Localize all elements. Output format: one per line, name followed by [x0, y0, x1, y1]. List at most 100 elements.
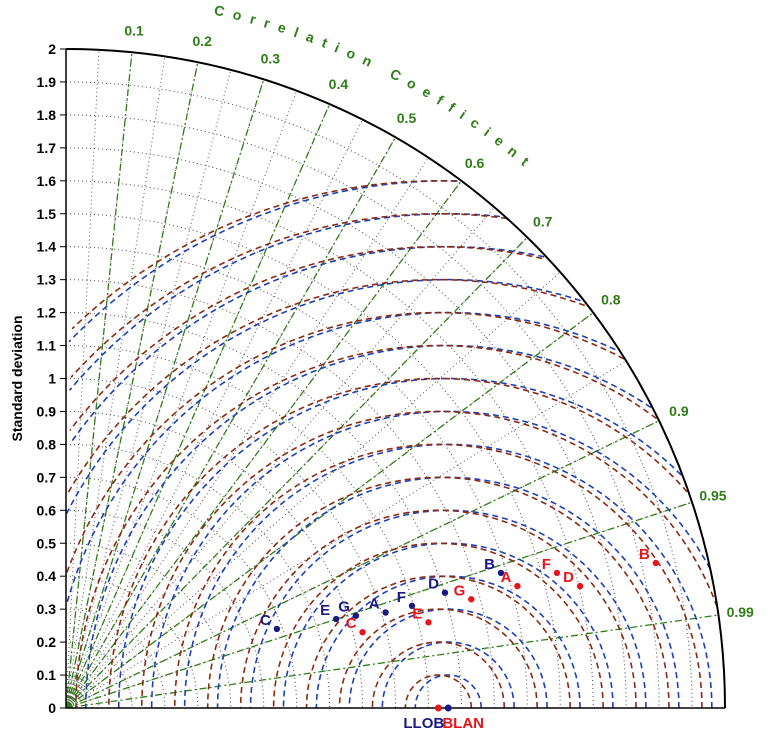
correlation-tick-label: 0.4: [329, 76, 349, 92]
correlation-tick-label: 0.95: [699, 487, 726, 503]
data-point-label: C: [346, 615, 357, 632]
correlation-line: [65, 501, 693, 709]
rms-contour-blan: [371, 641, 505, 708]
std-tick-label: 1.4: [37, 239, 57, 255]
rms-contour-llob: [68, 179, 458, 343]
reference-label-blan: BLAN: [442, 715, 484, 732]
std-grid-arc: [65, 114, 660, 709]
correlation-tick-labels: 0.1 0.2 0.3 0.4 0.5 0.6 0.7 0.8 0.9 0.95 0.99: [124, 22, 754, 620]
correlation-tick-label: 0.2: [192, 33, 212, 49]
data-point: [382, 609, 389, 616]
rms-contour-blan: [66, 278, 586, 495]
std-tick-label: 0.4: [37, 568, 57, 584]
std-tick-label: 0.7: [37, 469, 57, 485]
std-tick-label: 1.6: [37, 173, 57, 189]
data-point: [468, 596, 475, 603]
rms-contour-llob: [85, 344, 652, 708]
data-point-label: E: [412, 605, 422, 622]
data-point: [514, 582, 521, 590]
rms-contour-blan: [66, 311, 625, 574]
std-grid-arc: [65, 509, 265, 709]
correlation-line: [65, 136, 397, 709]
correlation-line: [65, 236, 528, 709]
outer-arc: [65, 48, 726, 709]
std-grid-arc: [65, 410, 364, 709]
std-tick-label: 0: [48, 700, 56, 716]
grid-layer: [65, 49, 693, 709]
std-grid-arc: [65, 377, 397, 709]
data-point-label: D: [428, 576, 439, 593]
rms-contour-blan: [305, 575, 571, 709]
data-point: [332, 615, 340, 623]
std-tick-label: 0.1: [37, 667, 57, 683]
data-point-label: E: [320, 602, 330, 619]
rms-contour-blan: [70, 213, 508, 378]
std-grid-arc: [65, 246, 528, 709]
data-point-label: F: [397, 589, 406, 606]
rms-contour-blan: [338, 608, 538, 708]
rms-contours: [65, 179, 718, 709]
std-grid-arc: [65, 542, 232, 709]
reference-label-llob: LLOB: [403, 715, 444, 732]
correlation-tick-label: 0.8: [601, 291, 621, 307]
rms-contour-blan: [108, 377, 688, 709]
std-grid-arc: [65, 443, 331, 709]
axes: [65, 48, 726, 709]
correlation-line: [65, 312, 594, 709]
data-point: [497, 569, 505, 577]
data-point: [425, 619, 432, 626]
std-tick-label: 0.6: [37, 502, 57, 518]
data-point-label: B: [639, 546, 650, 563]
corr-grid-ray: [65, 119, 363, 709]
std-tick-label: 1.2: [37, 305, 57, 321]
std-grid-arc: [65, 575, 199, 709]
data-point: [408, 602, 416, 610]
correlation-tick-label: 0.99: [727, 604, 754, 620]
correlation-line: [65, 52, 133, 709]
std-tick-label: 0.8: [37, 436, 57, 452]
std-tick-label: 0.3: [37, 601, 57, 617]
rms-contour-blan: [404, 674, 473, 708]
std-tick-label: 0.5: [37, 535, 57, 551]
std-tick-label: 2: [48, 41, 56, 57]
std-tick-label: 0.9: [37, 403, 57, 419]
data-point: [576, 582, 584, 590]
std-tick-label: 0.2: [37, 634, 57, 650]
correlation-line: [65, 103, 331, 709]
std-tick-label: 1.3: [37, 272, 57, 288]
data-point-label: G: [338, 599, 350, 616]
std-grid-arc: [65, 279, 495, 709]
rms-contour-blan: [69, 245, 543, 431]
std-tick-label: 1.9: [37, 74, 57, 90]
std-grid-arc: [65, 213, 561, 709]
data-point: [359, 629, 366, 636]
rms-contour-llob: [65, 311, 616, 606]
correlation-line: [65, 180, 462, 709]
correlation-tick-label: 0.3: [261, 50, 281, 66]
corr-grid-ray: [65, 157, 429, 709]
rms-contour-llob: [414, 674, 482, 708]
data-point-label: B: [484, 556, 495, 573]
rms-contour-blan: [173, 443, 703, 709]
rms-contour-blan: [75, 344, 657, 708]
correlation-tick-label: 0.5: [397, 110, 417, 126]
rms-contour-llob: [282, 542, 614, 709]
correlation-tick-label: 0.7: [533, 214, 553, 230]
std-grid-arc: [65, 476, 298, 709]
correlation-axis-title-text: Correlation Coefficient: [213, 2, 530, 175]
correlation-tick-label: 0.6: [465, 155, 485, 171]
data-point: [441, 589, 449, 596]
data-point-label: D: [563, 569, 574, 586]
correlation-axis-title: Correlation Coefficient: [213, 2, 539, 175]
std-tick-label: 1: [48, 371, 56, 387]
corr-grid-ray: [65, 271, 561, 709]
correlation-tick-label: 0.1: [124, 22, 144, 38]
rms-contour-llob: [117, 377, 682, 709]
data-point-label: A: [369, 595, 380, 612]
correlation-tick-label: 0.9: [669, 403, 689, 419]
reference-point-blan: [434, 704, 442, 712]
std-tick-label: 1.7: [37, 140, 57, 156]
std-tick-label: 1.5: [37, 206, 57, 222]
